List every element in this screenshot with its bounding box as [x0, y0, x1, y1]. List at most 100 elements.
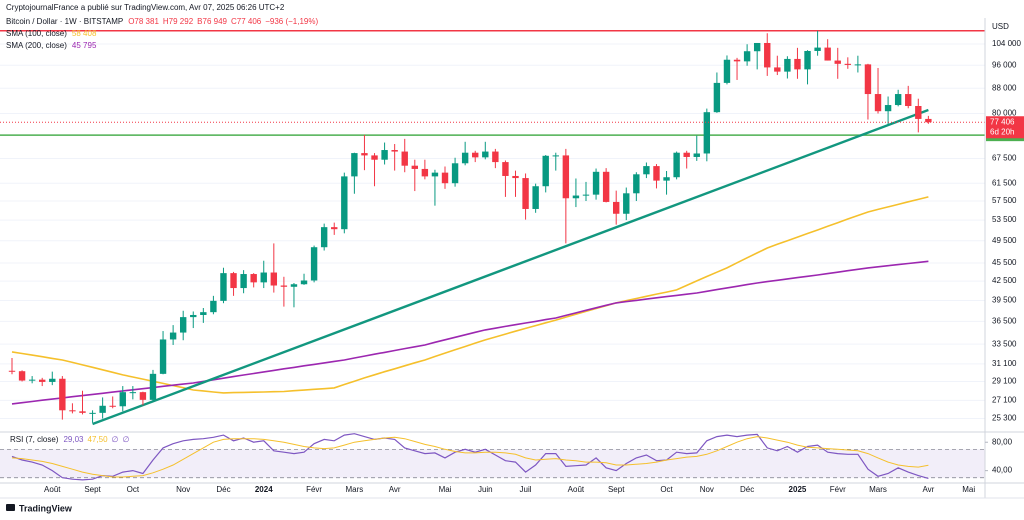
trend-line: [92, 108, 929, 426]
legend-value: 45 795: [72, 41, 97, 50]
candle-body: [915, 106, 922, 119]
candle-body: [260, 272, 267, 283]
candle-body: [331, 227, 338, 230]
candle-body: [492, 151, 499, 163]
candle-body: [894, 94, 902, 106]
candle-body: [824, 47, 831, 61]
y-tick-label: 25 300: [992, 414, 1017, 423]
candle-body: [683, 152, 690, 157]
candle-body: [764, 42, 771, 68]
rsi-tick-label: 80,00: [992, 437, 1013, 446]
high-value: H79 292: [163, 17, 194, 26]
y-tick-label: 42 500: [992, 276, 1017, 285]
sma100-legend: SMA (100, close) 58 408: [6, 29, 97, 38]
rsi-title: RSI (7, close): [10, 435, 59, 444]
candle-body: [59, 378, 66, 411]
x-tick-label: Juin: [478, 485, 493, 494]
rsi-ma-line: [11, 436, 929, 478]
y-tick-label: 67 500: [992, 154, 1017, 163]
candle-body: [784, 58, 791, 72]
x-tick-label: Déc: [216, 485, 230, 494]
y-tick-label: 33 500: [992, 339, 1017, 348]
x-tick-label: Nov: [700, 485, 714, 494]
rsi-extra: ∅: [112, 435, 119, 444]
candle-body: [723, 59, 731, 83]
x-tick-label: Oct: [660, 485, 673, 494]
logo-mark: [6, 504, 15, 511]
candle-body: [361, 153, 368, 156]
x-tick-label: Sept: [84, 485, 101, 494]
candle-body: [874, 94, 882, 112]
change-value: −936 (−1,19%): [265, 17, 318, 26]
y-tick-label: 31 100: [992, 359, 1017, 368]
candle-body: [733, 59, 741, 62]
rsi-extra: ∅: [123, 435, 130, 444]
candle-body: [834, 60, 841, 64]
symbol-legend: Bitcoin / Dollar · 1W · BITSTAMP O78 381 H…: [6, 17, 318, 26]
candle-body: [190, 314, 197, 318]
x-tick-label: Févr: [306, 485, 322, 494]
y-tick-label: 45 500: [992, 258, 1017, 267]
candle-body: [542, 155, 549, 187]
x-tick-label: Févr: [830, 485, 846, 494]
legend-name: SMA (200, close): [6, 41, 67, 50]
candle-body: [844, 63, 852, 65]
candle-body: [149, 373, 157, 400]
candle-body: [18, 371, 26, 381]
x-tick-label: Août: [44, 485, 61, 494]
candle-body: [200, 312, 207, 315]
candle-body: [250, 274, 257, 283]
candle-body: [139, 392, 147, 400]
x-tick-label: Sept: [608, 485, 625, 494]
candle-body: [310, 247, 318, 281]
legend-name: SMA (100, close): [6, 29, 67, 38]
candle-body: [512, 175, 519, 179]
rsi-legend: RSI (7, close) 29,03 47,50 ∅ ∅: [10, 435, 130, 444]
candle-body: [905, 94, 912, 107]
candle-body: [633, 174, 640, 194]
sma-line: [11, 260, 929, 405]
candle-body: [210, 300, 217, 313]
y-tick-label: 53 500: [992, 215, 1017, 224]
candle-body: [502, 162, 509, 176]
last-price-label: 77 406: [990, 117, 1015, 126]
candle-body: [341, 176, 348, 230]
y-tick-label: 61 500: [992, 178, 1017, 187]
candle-body: [109, 405, 116, 407]
candle-body: [461, 152, 469, 164]
rsi-band: [0, 449, 985, 478]
rsi-ma-value: 47,50: [88, 435, 109, 444]
candle-body: [220, 273, 227, 301]
x-tick-label: Mai: [439, 485, 452, 494]
candle-body: [280, 285, 288, 287]
candle-body: [421, 168, 429, 177]
rsi-tick-label: 40,00: [992, 466, 1013, 475]
x-tick-label: Août: [568, 485, 585, 494]
brand: TradingView: [19, 503, 73, 513]
candle-body: [300, 280, 308, 285]
candle-body: [441, 172, 449, 184]
candle-body: [582, 194, 590, 196]
y-tick-label: 88 000: [992, 83, 1017, 92]
candle-body: [159, 339, 167, 374]
candle-body: [925, 118, 932, 123]
candle-body: [693, 153, 700, 157]
candle-body: [79, 411, 86, 413]
candle-body: [814, 47, 821, 51]
candle-body: [230, 273, 237, 289]
candle-body: [884, 105, 892, 112]
candle-body: [411, 165, 418, 169]
candle-body: [753, 42, 761, 52]
candle-body: [28, 379, 36, 381]
candle-body: [653, 166, 660, 181]
candle-body: [713, 82, 721, 113]
legend-value: 58 408: [72, 29, 97, 38]
candle-body: [562, 155, 570, 199]
y-tick-label: 49 500: [992, 236, 1017, 245]
candle-body: [99, 405, 106, 413]
candle-body: [623, 193, 630, 214]
candle-body: [592, 171, 600, 195]
y-tick-label: 80 000: [992, 109, 1017, 118]
